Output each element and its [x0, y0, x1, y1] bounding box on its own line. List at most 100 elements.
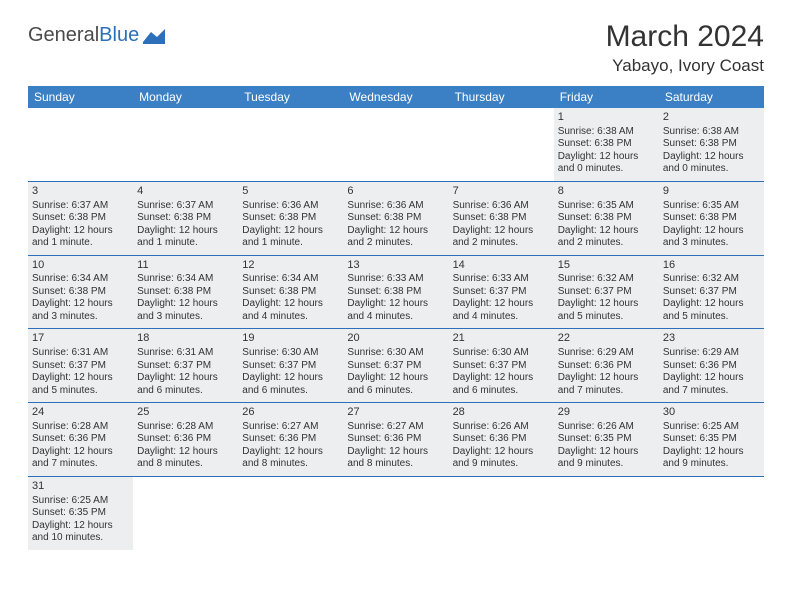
- calendar-row: 3Sunrise: 6:37 AMSunset: 6:38 PMDaylight…: [28, 181, 764, 255]
- sunset-text: Sunset: 6:38 PM: [558, 138, 655, 151]
- sunset-text: Sunset: 6:35 PM: [558, 433, 655, 446]
- sunrise-text: Sunrise: 6:35 AM: [558, 200, 655, 213]
- sunset-text: Sunset: 6:38 PM: [32, 212, 129, 225]
- day-number: 5: [242, 185, 339, 199]
- sunset-text: Sunset: 6:35 PM: [32, 507, 129, 520]
- calendar-cell: 8Sunrise: 6:35 AMSunset: 6:38 PMDaylight…: [554, 181, 659, 255]
- sunrise-text: Sunrise: 6:30 AM: [242, 347, 339, 360]
- sunset-text: Sunset: 6:38 PM: [242, 212, 339, 225]
- sunset-text: Sunset: 6:37 PM: [453, 286, 550, 299]
- calendar-row: 17Sunrise: 6:31 AMSunset: 6:37 PMDayligh…: [28, 329, 764, 403]
- calendar-row: 31Sunrise: 6:25 AMSunset: 6:35 PMDayligh…: [28, 476, 764, 549]
- day-number: 2: [663, 111, 760, 125]
- calendar-cell: 1Sunrise: 6:38 AMSunset: 6:38 PMDaylight…: [554, 108, 659, 181]
- daylight-text: Daylight: 12 hours and 7 minutes.: [32, 446, 129, 471]
- day-number: 26: [242, 406, 339, 420]
- calendar-cell: [28, 108, 133, 181]
- daylight-text: Daylight: 12 hours and 8 minutes.: [242, 446, 339, 471]
- calendar-cell: [449, 108, 554, 181]
- daylight-text: Daylight: 12 hours and 3 minutes.: [32, 298, 129, 323]
- sunset-text: Sunset: 6:37 PM: [137, 360, 234, 373]
- sunrise-text: Sunrise: 6:34 AM: [242, 273, 339, 286]
- daylight-text: Daylight: 12 hours and 1 minute.: [137, 225, 234, 250]
- day-number: 23: [663, 332, 760, 346]
- logo-text-blue: Blue: [99, 24, 139, 47]
- day-number: 28: [453, 406, 550, 420]
- sunrise-text: Sunrise: 6:27 AM: [347, 421, 444, 434]
- day-number: 25: [137, 406, 234, 420]
- day-number: 12: [242, 259, 339, 273]
- day-header: Saturday: [659, 86, 764, 108]
- calendar-cell: 2Sunrise: 6:38 AMSunset: 6:38 PMDaylight…: [659, 108, 764, 181]
- daylight-text: Daylight: 12 hours and 5 minutes.: [663, 298, 760, 323]
- daylight-text: Daylight: 12 hours and 8 minutes.: [137, 446, 234, 471]
- calendar-cell: 22Sunrise: 6:29 AMSunset: 6:36 PMDayligh…: [554, 329, 659, 403]
- calendar-cell: 27Sunrise: 6:27 AMSunset: 6:36 PMDayligh…: [343, 403, 448, 477]
- sunrise-text: Sunrise: 6:25 AM: [32, 495, 129, 508]
- sunrise-text: Sunrise: 6:28 AM: [137, 421, 234, 434]
- sunrise-text: Sunrise: 6:33 AM: [453, 273, 550, 286]
- calendar-cell: 28Sunrise: 6:26 AMSunset: 6:36 PMDayligh…: [449, 403, 554, 477]
- day-number: 18: [137, 332, 234, 346]
- sunrise-text: Sunrise: 6:32 AM: [558, 273, 655, 286]
- sunset-text: Sunset: 6:36 PM: [453, 433, 550, 446]
- sunrise-text: Sunrise: 6:27 AM: [242, 421, 339, 434]
- sunset-text: Sunset: 6:38 PM: [347, 212, 444, 225]
- calendar-cell: 15Sunrise: 6:32 AMSunset: 6:37 PMDayligh…: [554, 255, 659, 329]
- day-number: 4: [137, 185, 234, 199]
- day-number: 24: [32, 406, 129, 420]
- sunrise-text: Sunrise: 6:34 AM: [32, 273, 129, 286]
- calendar-cell: 21Sunrise: 6:30 AMSunset: 6:37 PMDayligh…: [449, 329, 554, 403]
- daylight-text: Daylight: 12 hours and 0 minutes.: [663, 151, 760, 176]
- sunset-text: Sunset: 6:36 PM: [242, 433, 339, 446]
- day-number: 19: [242, 332, 339, 346]
- daylight-text: Daylight: 12 hours and 8 minutes.: [347, 446, 444, 471]
- day-number: 21: [453, 332, 550, 346]
- calendar-cell: [343, 476, 448, 549]
- daylight-text: Daylight: 12 hours and 6 minutes.: [453, 372, 550, 397]
- calendar-cell: 19Sunrise: 6:30 AMSunset: 6:37 PMDayligh…: [238, 329, 343, 403]
- calendar-cell: 17Sunrise: 6:31 AMSunset: 6:37 PMDayligh…: [28, 329, 133, 403]
- calendar-cell: 14Sunrise: 6:33 AMSunset: 6:37 PMDayligh…: [449, 255, 554, 329]
- sunset-text: Sunset: 6:36 PM: [347, 433, 444, 446]
- sunrise-text: Sunrise: 6:28 AM: [32, 421, 129, 434]
- sunrise-text: Sunrise: 6:36 AM: [347, 200, 444, 213]
- day-header: Wednesday: [343, 86, 448, 108]
- day-number: 31: [32, 480, 129, 494]
- daylight-text: Daylight: 12 hours and 1 minute.: [242, 225, 339, 250]
- daylight-text: Daylight: 12 hours and 4 minutes.: [347, 298, 444, 323]
- day-number: 11: [137, 259, 234, 273]
- day-number: 22: [558, 332, 655, 346]
- sunset-text: Sunset: 6:38 PM: [453, 212, 550, 225]
- sunset-text: Sunset: 6:36 PM: [663, 360, 760, 373]
- calendar-cell: 3Sunrise: 6:37 AMSunset: 6:38 PMDaylight…: [28, 181, 133, 255]
- daylight-text: Daylight: 12 hours and 4 minutes.: [453, 298, 550, 323]
- sunrise-text: Sunrise: 6:31 AM: [32, 347, 129, 360]
- day-header: Sunday: [28, 86, 133, 108]
- sunrise-text: Sunrise: 6:35 AM: [663, 200, 760, 213]
- daylight-text: Daylight: 12 hours and 6 minutes.: [242, 372, 339, 397]
- calendar-cell: 16Sunrise: 6:32 AMSunset: 6:37 PMDayligh…: [659, 255, 764, 329]
- sunrise-text: Sunrise: 6:34 AM: [137, 273, 234, 286]
- calendar-cell: 7Sunrise: 6:36 AMSunset: 6:38 PMDaylight…: [449, 181, 554, 255]
- daylight-text: Daylight: 12 hours and 9 minutes.: [558, 446, 655, 471]
- sunset-text: Sunset: 6:38 PM: [32, 286, 129, 299]
- calendar-cell: [133, 108, 238, 181]
- day-number: 13: [347, 259, 444, 273]
- calendar-cell: 13Sunrise: 6:33 AMSunset: 6:38 PMDayligh…: [343, 255, 448, 329]
- day-header-row: Sunday Monday Tuesday Wednesday Thursday…: [28, 86, 764, 108]
- location: Yabayo, Ivory Coast: [606, 56, 764, 76]
- day-number: 15: [558, 259, 655, 273]
- daylight-text: Daylight: 12 hours and 7 minutes.: [663, 372, 760, 397]
- sunset-text: Sunset: 6:38 PM: [558, 212, 655, 225]
- calendar-cell: [449, 476, 554, 549]
- day-number: 27: [347, 406, 444, 420]
- daylight-text: Daylight: 12 hours and 3 minutes.: [663, 225, 760, 250]
- daylight-text: Daylight: 12 hours and 6 minutes.: [347, 372, 444, 397]
- day-number: 14: [453, 259, 550, 273]
- calendar-cell: 18Sunrise: 6:31 AMSunset: 6:37 PMDayligh…: [133, 329, 238, 403]
- day-header: Tuesday: [238, 86, 343, 108]
- day-number: 30: [663, 406, 760, 420]
- sunrise-text: Sunrise: 6:25 AM: [663, 421, 760, 434]
- sunset-text: Sunset: 6:38 PM: [137, 286, 234, 299]
